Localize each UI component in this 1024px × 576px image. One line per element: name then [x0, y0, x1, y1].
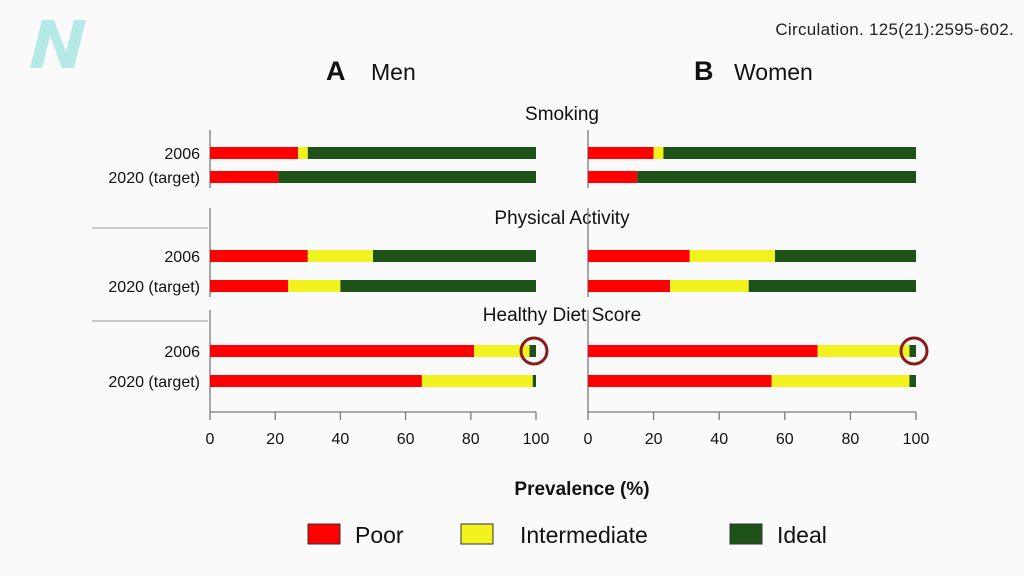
bar-ideal [909, 375, 916, 387]
bar-poor [210, 147, 299, 159]
legend-label-ideal: Ideal [777, 522, 827, 548]
x-tick-label: 20 [645, 431, 663, 448]
x-tick-label: 0 [206, 431, 215, 448]
bar-poor [210, 171, 279, 183]
citation: Circulation. 125(21):2595-602. [775, 20, 1014, 39]
bar-ideal [774, 250, 916, 262]
bar-ideal [307, 147, 536, 159]
group-title: Physical Activity [494, 208, 630, 229]
row-label: 2006 [164, 344, 200, 361]
bar-poor [588, 147, 654, 159]
bar-poor [210, 280, 289, 292]
bar-intermediate [653, 147, 664, 159]
bar-intermediate [474, 345, 530, 357]
x-tick-label: 40 [710, 431, 728, 448]
x-tick-label: 60 [776, 431, 794, 448]
row-label: 2020 (target) [108, 374, 200, 391]
legend-swatch-intermediate [460, 523, 494, 545]
row-label: 2006 [164, 146, 200, 163]
bar-ideal [529, 345, 536, 357]
x-tick-label: 20 [266, 431, 284, 448]
bar-intermediate [288, 280, 341, 292]
x-tick-label: 60 [397, 431, 415, 448]
bar-ideal [637, 171, 916, 183]
bar-poor [588, 375, 772, 387]
bar-intermediate [689, 250, 775, 262]
legend-label-poor: Poor [355, 522, 404, 548]
bar-poor [588, 280, 670, 292]
bar-ideal [373, 250, 536, 262]
bar-intermediate [307, 250, 373, 262]
bar-ideal [340, 280, 536, 292]
panel-letter-B: B [694, 56, 714, 86]
bar-poor [588, 250, 690, 262]
x-tick-label: 80 [462, 431, 480, 448]
row-label: 2020 (target) [108, 170, 200, 187]
x-tick-label: 40 [332, 431, 350, 448]
bar-poor [210, 375, 422, 387]
panel-title-women: Women [734, 59, 813, 85]
bar-poor [210, 250, 308, 262]
bar-ideal [532, 375, 536, 387]
bar-poor [588, 345, 818, 357]
legend-swatch-poor [307, 523, 341, 545]
row-label: 2006 [164, 249, 200, 266]
group-title: Healthy Diet Score [483, 305, 641, 326]
bar-intermediate [670, 280, 749, 292]
row-label: 2020 (target) [108, 279, 200, 296]
x-tick-label: 100 [523, 431, 550, 448]
panel-letter-A: A [326, 56, 346, 86]
legend-swatch-ideal [729, 523, 763, 545]
x-tick-label: 0 [584, 431, 593, 448]
group-title: Smoking [525, 104, 599, 125]
bar-intermediate [298, 147, 308, 159]
x-tick-label: 80 [842, 431, 860, 448]
bar-intermediate [421, 375, 533, 387]
x-axis-label: Prevalence (%) [514, 479, 649, 500]
n-logo-icon [30, 20, 86, 68]
panel-title-men: Men [371, 59, 416, 85]
bar-ideal [278, 171, 536, 183]
bar-poor [588, 171, 638, 183]
bar-ideal [909, 345, 916, 357]
highlight-circle [519, 336, 549, 366]
bar-poor [210, 345, 475, 357]
bar-intermediate [771, 375, 910, 387]
highlight-circle [899, 336, 929, 366]
bar-ideal [663, 147, 916, 159]
legend-label-intermediate: Intermediate [520, 522, 648, 548]
x-tick-label: 100 [903, 431, 930, 448]
bar-intermediate [817, 345, 910, 357]
bar-ideal [748, 280, 916, 292]
